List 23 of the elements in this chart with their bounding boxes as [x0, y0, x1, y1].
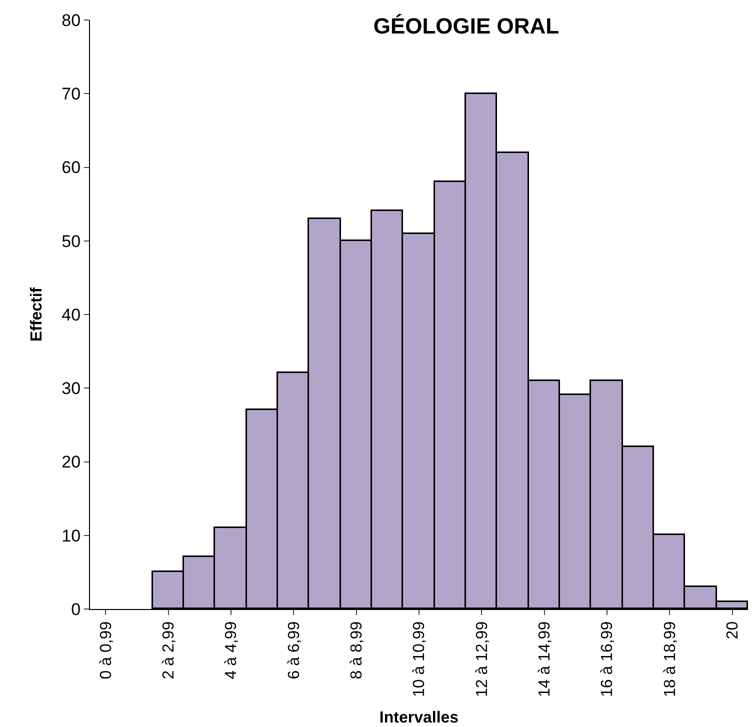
x-tick-label: 2 à 2,99 — [160, 621, 178, 680]
y-tick-label: 60 — [62, 158, 81, 178]
x-tick-label: 20 — [724, 621, 742, 640]
y-tick-label: 70 — [62, 84, 81, 104]
x-axis-title: Intervalles — [379, 710, 459, 727]
y-tick-label: 20 — [62, 452, 81, 472]
x-tick-label: 10 à 10,99 — [411, 621, 428, 698]
x-tick-label: 16 à 16,99 — [599, 621, 616, 698]
x-tick-label: 18 à 18,99 — [662, 621, 679, 698]
y-tick-label: 40 — [62, 305, 81, 324]
y-tick-label: 0 — [71, 600, 81, 619]
y-tick-label: 30 — [62, 379, 81, 398]
x-tick-label: 14 à 14,99 — [536, 621, 554, 698]
x-tick-label: 8 à 8,99 — [348, 621, 366, 680]
x-tick-label: 4 à 4,99 — [223, 621, 240, 680]
x-tick-label: 0 à 0,99 — [98, 621, 115, 680]
y-tick-label: 50 — [62, 232, 81, 251]
chart-title: GÉOLOGIE ORAL — [373, 14, 560, 39]
y-axis-title: Effectif — [28, 286, 46, 342]
y-tick-label: 10 — [62, 526, 81, 546]
x-tick-label: 6 à 6,99 — [286, 621, 303, 680]
y-tick-label: 80 — [62, 10, 81, 30]
x-tick-label: 12 à 12,99 — [474, 621, 491, 698]
